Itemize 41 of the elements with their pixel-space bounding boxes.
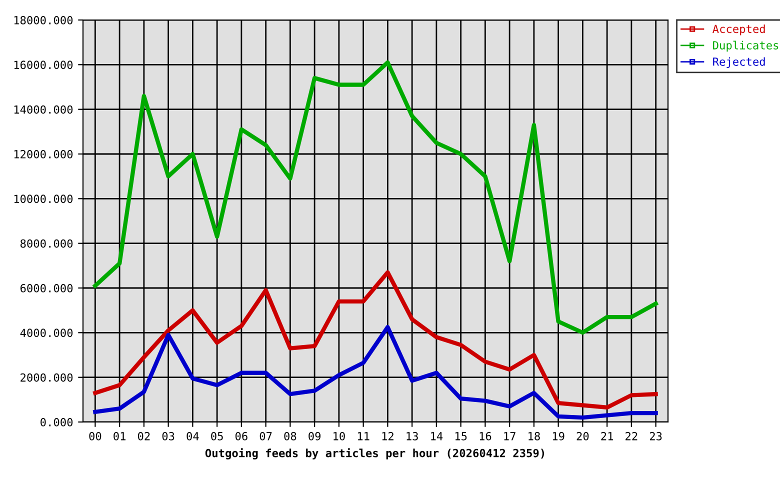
x-tick-label: 08 [284, 432, 296, 440]
x-tick-label: 02 [138, 432, 150, 440]
line-series [93, 60, 658, 335]
x-tick-label: 05 [211, 432, 223, 440]
line-series [93, 270, 658, 410]
y-tick-label: 10000.000 [14, 194, 73, 204]
y-tick-label: 8000.000 [20, 239, 73, 248]
x-axis-title: Outgoing feeds by articles per hour (20260412 2359) [205, 448, 544, 460]
legend-label: Duplicates [713, 40, 778, 52]
line-series [93, 325, 658, 420]
x-tick-label: 18 [528, 432, 540, 440]
y-tick-label: 12000.000 [14, 150, 73, 158]
x-tick-label: 13 [406, 432, 418, 440]
x-tick-label: 01 [114, 432, 126, 440]
x-tick-label: 19 [552, 432, 564, 440]
y-tick-label: 4000.000 [20, 328, 73, 338]
x-tick-label: 23 [650, 432, 662, 440]
y-tick-label: 16000.000 [14, 60, 73, 70]
x-tick-label: 04 [186, 432, 199, 440]
x-tick-label: 06 [235, 432, 248, 440]
x-tick-label: 16 [480, 432, 492, 440]
x-tick-label: 09 [308, 432, 320, 440]
legend-label: Rejected [713, 57, 765, 68]
x-tick-label: 00 [89, 432, 102, 440]
x-tick-label: 03 [162, 432, 174, 440]
x-tick-label: 10 [334, 432, 345, 440]
x-tick-label: 21 [601, 432, 613, 440]
x-tick-label: 22 [626, 432, 638, 440]
x-tick-label: 11 [358, 432, 370, 440]
legend-label: Accepted [712, 24, 765, 36]
x-tick-label: 14 [431, 432, 443, 440]
x-tick-label: 17 [504, 432, 516, 440]
x-tick-label: 20 [576, 432, 589, 440]
x-tick-label: 07 [260, 432, 272, 440]
y-tick-label: 0.000 [40, 418, 73, 426]
y-tick-label: 18000.000 [14, 16, 73, 24]
y-tick-label: 2000.000 [20, 373, 73, 382]
y-tick-label: 14000.000 [14, 105, 73, 114]
x-tick-label: 15 [455, 432, 467, 440]
y-tick-label: 6000.000 [20, 284, 73, 292]
x-tick-label: 12 [382, 432, 394, 440]
